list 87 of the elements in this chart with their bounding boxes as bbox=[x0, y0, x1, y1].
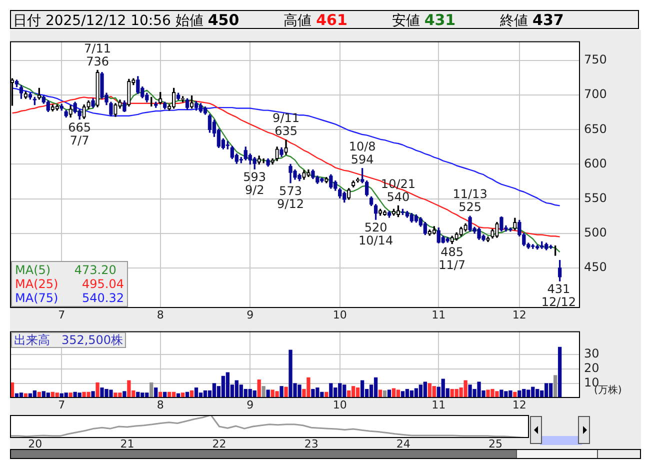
bar bbox=[212, 383, 216, 398]
bar bbox=[284, 386, 288, 398]
x-tick-label: 21 bbox=[120, 437, 134, 450]
candlestick bbox=[302, 170, 306, 180]
candlestick bbox=[275, 146, 279, 162]
x-tick-label: 8 bbox=[156, 308, 164, 322]
bar bbox=[96, 382, 100, 398]
candlestick bbox=[378, 208, 382, 216]
candlestick bbox=[495, 222, 499, 238]
annotation: 573 9/12 bbox=[277, 184, 304, 212]
y-tick-label: 750 bbox=[584, 52, 607, 67]
bar bbox=[226, 372, 230, 398]
y-axis-title: (万株) bbox=[594, 385, 622, 397]
annotation: 11/13 525 bbox=[452, 187, 488, 214]
y-tick-label: 450 bbox=[584, 260, 607, 274]
candlestick bbox=[114, 103, 118, 117]
x-tick-label: 12 bbox=[512, 398, 526, 412]
annotation: 665 7/7 bbox=[68, 120, 92, 148]
bar bbox=[91, 391, 95, 398]
x-tick-label: 23 bbox=[304, 437, 318, 450]
x-tick-label: 12 bbox=[512, 308, 526, 322]
bar bbox=[558, 346, 562, 398]
annotation: 485 11/7 bbox=[438, 244, 466, 272]
candlestick bbox=[324, 177, 328, 184]
y-tick-label: 600 bbox=[584, 156, 607, 170]
bar bbox=[266, 390, 270, 398]
candlestick bbox=[347, 188, 351, 200]
candlestick bbox=[396, 205, 400, 218]
candlestick bbox=[55, 104, 59, 111]
bar bbox=[548, 383, 553, 398]
x-tick-label: 20 bbox=[28, 437, 42, 450]
chart-title: 日付 2025/12/12 10:56 始値 450 高値 461 安値 431 終値 437 bbox=[13, 11, 564, 29]
x-tick-label: 10 bbox=[332, 398, 347, 412]
x-tick-label: 8 bbox=[156, 398, 164, 412]
bar bbox=[423, 382, 427, 398]
x-tick-label: 11 bbox=[432, 308, 446, 322]
bar bbox=[553, 375, 558, 398]
candlestick bbox=[450, 236, 454, 244]
annotation: 431 12/12 bbox=[541, 282, 576, 310]
candlestick bbox=[50, 104, 54, 112]
candlestick bbox=[158, 92, 162, 104]
annotation: 9/11 635 bbox=[272, 111, 300, 138]
y-tick-label: 30 bbox=[584, 346, 600, 361]
candlestick bbox=[82, 104, 86, 119]
candlestick bbox=[454, 232, 458, 241]
candlestick bbox=[554, 245, 556, 256]
x-tick-label: 24 bbox=[396, 437, 410, 450]
text: MA(5) 473.20 bbox=[15, 263, 118, 277]
candlestick bbox=[96, 70, 100, 108]
y-tick-label: 700 bbox=[584, 87, 607, 102]
bar bbox=[280, 386, 284, 398]
candlestick bbox=[459, 226, 463, 236]
x-tick-label: 11 bbox=[432, 398, 446, 412]
x-tick-label: 9 bbox=[246, 308, 254, 322]
x-tick-label: 22 bbox=[212, 437, 226, 450]
candlestick bbox=[513, 218, 517, 230]
chart-title: 出来高 352,500株 bbox=[11, 332, 126, 348]
annotation: 7/11 736 bbox=[84, 41, 111, 68]
y-tick-label: 20 bbox=[584, 361, 600, 376]
text: MA(75) 540.32 bbox=[15, 291, 124, 305]
candlestick bbox=[464, 223, 468, 232]
candlestick bbox=[284, 140, 288, 155]
annotation: 593 9/2 bbox=[243, 170, 266, 198]
x-tick-label: 7 bbox=[58, 398, 66, 412]
candlestick bbox=[127, 78, 131, 106]
text: MA(25) 495.04 bbox=[15, 277, 124, 291]
y-tick-label: 650 bbox=[584, 122, 607, 136]
candlestick bbox=[392, 208, 396, 216]
annotation: 520 10/14 bbox=[358, 220, 394, 248]
annotation: 10/8 594 bbox=[348, 140, 376, 167]
x-tick-label: 9 bbox=[246, 398, 254, 412]
candlestick bbox=[382, 210, 387, 216]
y-tick-label: 550 bbox=[584, 190, 607, 205]
bar bbox=[360, 380, 364, 398]
bar bbox=[221, 376, 226, 398]
candlestick bbox=[172, 88, 176, 109]
y-tick-label: 500 bbox=[584, 225, 607, 240]
x-tick-label: 25 bbox=[488, 437, 503, 450]
candlestick bbox=[428, 230, 432, 236]
x-tick-label: 10 bbox=[332, 308, 347, 322]
candlestick bbox=[306, 169, 310, 178]
bar bbox=[374, 377, 378, 398]
x-tick-label: 7 bbox=[58, 308, 66, 322]
bar bbox=[257, 380, 261, 398]
bar bbox=[329, 383, 333, 398]
candlestick bbox=[68, 105, 72, 118]
bar bbox=[122, 391, 126, 398]
